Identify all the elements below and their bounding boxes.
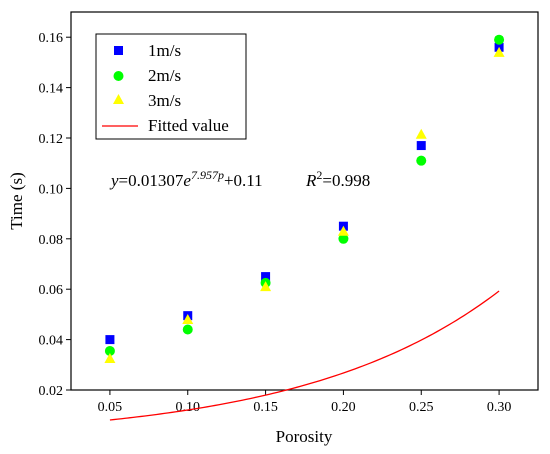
x-tick-label: 0.15 [253, 400, 278, 415]
point-3ms [493, 46, 505, 57]
y-tick-label: 0.04 [39, 334, 64, 349]
data-points [104, 34, 505, 363]
point-2ms [494, 34, 505, 45]
x-tick-label: 0.20 [331, 400, 356, 415]
legend-marker-1ms [114, 46, 123, 55]
point-1ms [261, 272, 271, 282]
point-1ms [105, 335, 115, 345]
y-axis-title: Time (s) [7, 172, 26, 229]
x-tick-label: 0.10 [176, 400, 201, 415]
fit-curve-group [109, 290, 500, 421]
y-tick-label: 0.06 [39, 283, 64, 298]
y-tick-label: 0.14 [39, 82, 64, 97]
x-tick-label: 0.25 [409, 400, 434, 415]
legend-marker-2ms [113, 71, 124, 81]
point-3ms [182, 313, 194, 324]
point-1ms [416, 141, 426, 151]
x-axis-title: Porosity [276, 427, 333, 446]
point-3ms [415, 128, 427, 139]
fit-curve [109, 290, 500, 421]
point-3ms [104, 353, 116, 363]
fit-equation: y=0.01307e7.957p+0.11 [109, 168, 263, 190]
y-tick-label: 0.08 [39, 233, 64, 248]
legend-label-fitted: Fitted value [148, 116, 229, 135]
point-2ms [182, 324, 193, 335]
y-tick-label: 0.12 [39, 132, 64, 147]
point-2ms [338, 233, 349, 244]
x-tick-label: 0.05 [98, 400, 123, 415]
y-tick-label: 0.02 [39, 384, 64, 399]
legend-label-3ms: 3m/s [148, 91, 181, 110]
point-3ms [260, 281, 272, 292]
legend: 1m/s 2m/s 3m/s Fitted value [95, 33, 247, 140]
point-3ms [337, 225, 349, 236]
legend-label-1ms: 1m/s [148, 41, 181, 60]
legend-label-2ms: 2m/s [148, 66, 181, 85]
x-tick-label: 0.30 [487, 400, 512, 415]
point-2ms [416, 155, 427, 166]
axis-ticks: 0.05 0.10 0.15 0.20 0.25 0.30 0.02 0.04 0.06 0.08… [39, 31, 512, 415]
point-2ms [104, 345, 115, 356]
y-tick-label: 0.10 [39, 182, 64, 197]
y-tick-label: 0.16 [39, 31, 64, 46]
r-squared: R2=0.998 [305, 168, 370, 190]
plot-frame [70, 11, 539, 391]
legend-marker-3ms [113, 94, 124, 104]
